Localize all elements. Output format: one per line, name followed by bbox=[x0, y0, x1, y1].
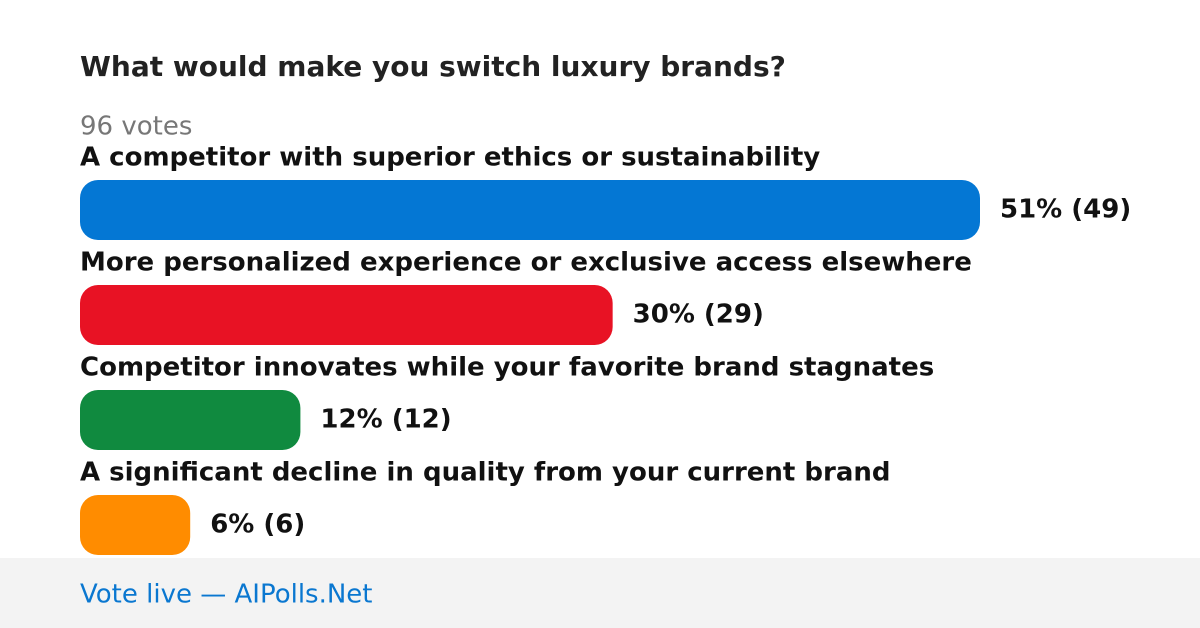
footer-band bbox=[0, 558, 1200, 628]
option-label: More personalized experience or exclusiv… bbox=[80, 248, 972, 278]
result-bar bbox=[80, 390, 301, 450]
footer-link[interactable]: Vote live — AIPolls.Net bbox=[80, 580, 373, 610]
option-label: Competitor innovates while your favorite… bbox=[80, 353, 934, 383]
result-bar bbox=[80, 180, 980, 240]
option-label: A significant decline in quality from yo… bbox=[80, 458, 891, 488]
result-label: 6% (6) bbox=[210, 510, 305, 540]
result-label: 30% (29) bbox=[633, 300, 764, 330]
vote-count: 96 votes bbox=[80, 112, 192, 142]
poll-title: What would make you switch luxury brands… bbox=[80, 50, 786, 83]
result-label: 51% (49) bbox=[1000, 195, 1131, 225]
result-label: 12% (12) bbox=[320, 405, 451, 435]
option-label: A competitor with superior ethics or sus… bbox=[80, 143, 820, 173]
result-bar bbox=[80, 285, 613, 345]
result-bar bbox=[80, 495, 191, 555]
